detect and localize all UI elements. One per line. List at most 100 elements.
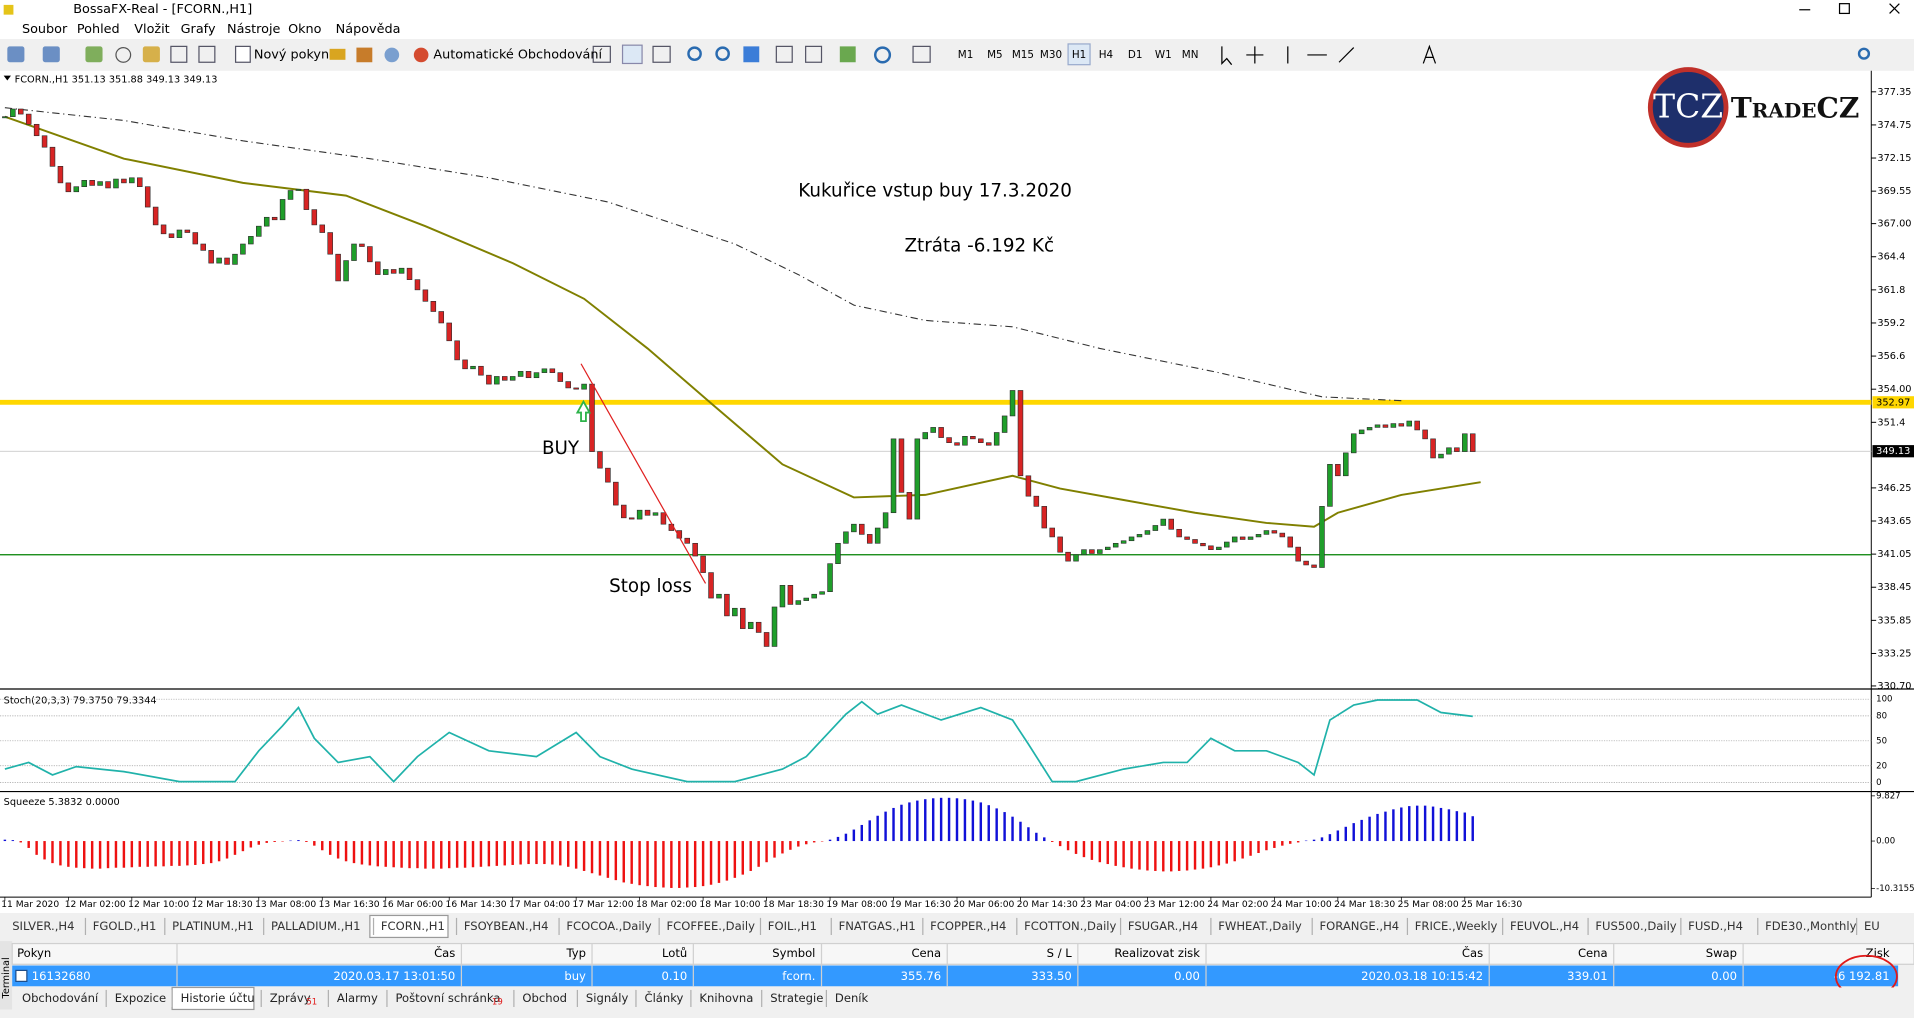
icon[interactable] [384, 47, 400, 63]
symbol-tab[interactable]: PALLADIUM.,H1 [271, 919, 360, 933]
terminal-tab[interactable]: Poštovní schránka [395, 991, 500, 1005]
symbol-tab[interactable]: FGOLD.,H1 [93, 919, 157, 933]
search-icon[interactable] [1857, 47, 1871, 60]
menu-item[interactable]: Grafy [181, 22, 216, 37]
trendline-tool[interactable] [1338, 47, 1355, 63]
x-tick-label: 13 Mar 16:30 [319, 900, 380, 910]
terminal-tab[interactable]: Články [645, 990, 684, 1005]
terminal-tab[interactable]: Obchodování [22, 991, 99, 1005]
symbol-tab[interactable]: FCOPPER.,H4 [930, 919, 1006, 933]
cursor-tool[interactable] [1221, 46, 1233, 66]
icon[interactable] [687, 46, 702, 62]
icon[interactable] [652, 45, 671, 63]
terminal-tab[interactable]: Deník [835, 991, 869, 1005]
icon[interactable] [413, 47, 429, 63]
column-header[interactable]: Čas [1462, 945, 1483, 960]
column-header[interactable]: Čas [434, 945, 455, 960]
icon[interactable] [805, 45, 823, 63]
symbol-tab[interactable]: FUSD.,H4 [1688, 919, 1743, 933]
menu-item[interactable]: Vložit [134, 22, 169, 37]
icon[interactable] [621, 44, 643, 65]
timeframe-button[interactable]: M1 [958, 49, 974, 61]
column-header[interactable]: Swap [1706, 946, 1737, 960]
column-header[interactable]: Pokyn [17, 946, 51, 960]
icon[interactable] [839, 46, 856, 63]
icon[interactable] [234, 45, 251, 63]
menu-item[interactable]: Okno [288, 22, 322, 37]
restore-button[interactable] [1838, 3, 1850, 15]
icon[interactable] [873, 46, 892, 64]
terminal-tab[interactable]: Knihovna [699, 991, 753, 1005]
icon[interactable] [592, 45, 611, 63]
column-header[interactable]: Symbol [772, 946, 815, 960]
symbol-tab[interactable]: FSOYBEAN.,H4 [464, 919, 549, 933]
menu-item[interactable]: Nápověda [336, 22, 401, 37]
timeframe-button[interactable]: M15 [1012, 49, 1034, 61]
terminal-tab[interactable]: Strategie [770, 991, 823, 1005]
crosshair-tool[interactable] [1246, 46, 1264, 64]
menu-item[interactable]: Pohled [77, 22, 120, 37]
terminal-tab[interactable]: Alarmy [337, 991, 378, 1005]
timeframe-button[interactable]: D1 [1128, 49, 1143, 61]
symbol-tab[interactable]: FORANGE.,H4 [1320, 919, 1400, 933]
icon[interactable] [743, 46, 760, 63]
candle-body [1398, 423, 1405, 427]
symbol-tab[interactable]: FEUVOL.,H4 [1510, 919, 1579, 933]
close-button[interactable] [1889, 3, 1900, 14]
timeframe-button[interactable]: W1 [1155, 49, 1172, 61]
selected-row[interactable] [12, 965, 1899, 987]
icon[interactable] [715, 46, 730, 62]
terminal-tab[interactable]: Signály [586, 991, 629, 1005]
symbol-tab[interactable]: FUS500.,Daily [1595, 919, 1676, 933]
new-order-button[interactable]: Nový pokyn [254, 47, 329, 62]
symbol-tab[interactable]: FSUGAR.,H4 [1128, 919, 1198, 933]
timeframe-button[interactable]: H1 [1072, 49, 1086, 61]
icon[interactable] [42, 46, 60, 63]
icon[interactable] [142, 46, 160, 63]
symbol-tab[interactable]: FCOFFEE.,Daily [666, 919, 755, 933]
terminal-tab[interactable]: Historie účtu [181, 991, 255, 1005]
symbol-tab[interactable]: FWHEAT.,Daily [1218, 919, 1302, 933]
column-header[interactable]: Realizovat zisk [1114, 946, 1200, 960]
auto-trading-button[interactable]: Automatické Obchodování [433, 47, 602, 62]
symbol-tab[interactable]: FRICE.,Weekly [1415, 919, 1498, 933]
menu-item[interactable]: Soubor [22, 22, 68, 37]
timeframe-button[interactable]: M30 [1040, 49, 1062, 61]
icon[interactable] [170, 45, 188, 63]
column-header[interactable]: Typ [565, 946, 585, 960]
terminal-tab[interactable]: Zprávy [270, 991, 311, 1005]
icon[interactable] [198, 45, 216, 63]
timeframe-button[interactable]: H4 [1099, 49, 1114, 61]
column-header[interactable]: Cena [911, 946, 941, 960]
icon[interactable] [115, 46, 132, 63]
symbol-tab[interactable]: FCOCOA.,Daily [566, 919, 651, 933]
symbol-tab[interactable]: FCOTTON.,Daily [1024, 919, 1116, 933]
symbol-tab[interactable]: FOIL.,H1 [768, 919, 817, 933]
symbol-tab[interactable]: PLATINUM.,H1 [172, 919, 254, 933]
icon[interactable] [912, 45, 931, 63]
symbol-tab[interactable]: FDE30.,Monthly [1765, 919, 1856, 933]
candle-body [1430, 438, 1436, 459]
symbol-tab[interactable]: FCORN.,H1 [381, 919, 445, 933]
icon[interactable] [85, 46, 103, 63]
icon[interactable] [329, 48, 346, 60]
chart-menu-arrow[interactable] [3, 75, 11, 81]
symbol-tab[interactable]: SILVER.,H4 [12, 919, 74, 933]
menu-item[interactable]: Nástroje [227, 22, 280, 37]
icon[interactable] [356, 47, 373, 63]
price-pane: 377.35 374.75 372.15 369.55 367.00 364.4 361.8… [0, 87, 1914, 910]
candle-body [1120, 540, 1127, 544]
text-tool[interactable] [1422, 44, 1437, 64]
icon[interactable] [775, 45, 793, 63]
icon[interactable] [7, 46, 25, 63]
terminal-tab[interactable]: Expozice [115, 991, 166, 1005]
column-header[interactable]: Lotů [662, 946, 687, 960]
symbol-tab[interactable]: FNATGAS.,H1 [839, 919, 916, 933]
terminal-tab[interactable]: Obchod [522, 991, 567, 1005]
timeframe-button[interactable]: M5 [987, 49, 1003, 61]
symbol-tab[interactable]: EU [1864, 919, 1880, 933]
column-header[interactable]: Cena [1578, 946, 1608, 960]
timeframe-button[interactable]: MN [1182, 49, 1199, 61]
column-header[interactable]: S / L [1047, 946, 1073, 960]
table-cell: 2020.03.18 10:15:42 [1361, 969, 1483, 983]
